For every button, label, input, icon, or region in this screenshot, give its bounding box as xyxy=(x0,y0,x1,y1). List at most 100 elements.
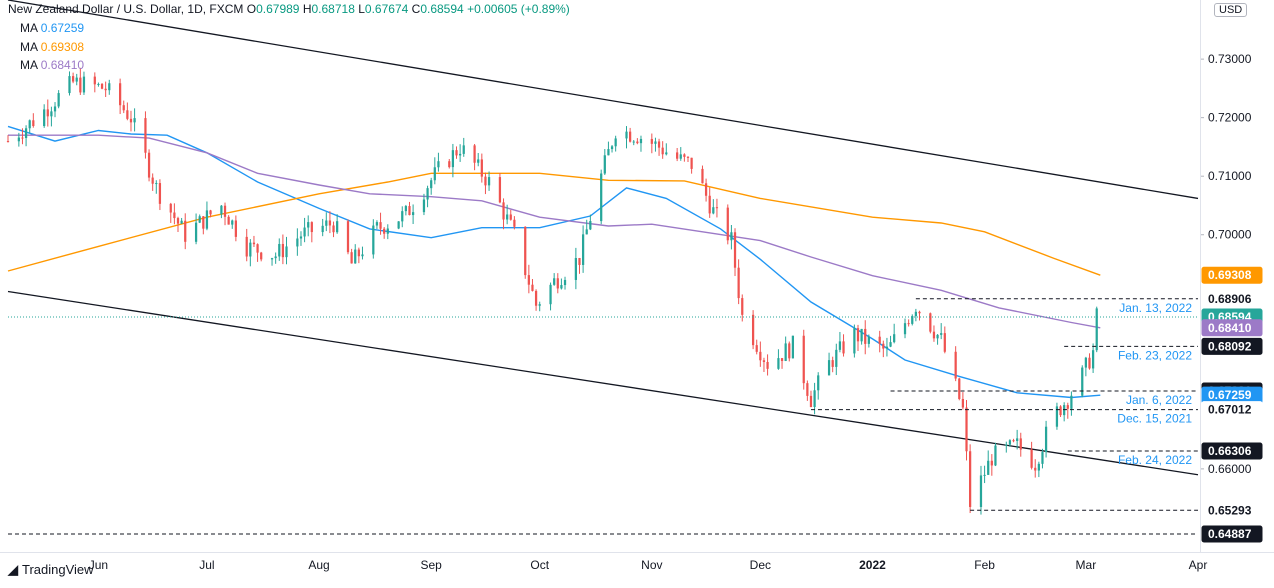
candle-body xyxy=(969,451,972,507)
candle-body xyxy=(108,83,111,91)
candle-body xyxy=(198,216,201,223)
candle-body xyxy=(853,328,856,354)
candle-body xyxy=(607,149,610,156)
candle-body xyxy=(701,168,704,184)
annotation-label: Jan. 13, 2022 xyxy=(1119,301,1192,315)
candle-body xyxy=(97,83,100,85)
x-tick-label: Aug xyxy=(308,558,329,572)
candle-body xyxy=(965,407,968,452)
open-label: O xyxy=(246,2,257,16)
x-tick-label: Mar xyxy=(1076,558,1097,572)
branding-text: TradingView xyxy=(22,562,94,577)
candle-body xyxy=(589,221,592,230)
candle-body xyxy=(502,202,505,220)
candle-body xyxy=(1016,438,1019,441)
candle-body xyxy=(704,183,708,196)
candle-body xyxy=(563,279,567,286)
price-label: 0.66306 xyxy=(1208,444,1252,458)
candle-body xyxy=(737,267,740,299)
candle-body xyxy=(75,77,78,82)
candle-body xyxy=(357,249,360,257)
currency-button[interactable]: USD xyxy=(1214,3,1248,17)
candle-body xyxy=(422,199,426,213)
candle-body xyxy=(987,460,990,475)
candle-body xyxy=(1084,357,1087,368)
candle-body xyxy=(126,110,129,119)
candle-body xyxy=(1041,452,1044,464)
candle-body xyxy=(173,212,176,219)
candle-body xyxy=(408,206,411,216)
x-tick-label: Sep xyxy=(421,558,443,572)
ma1-label: MA xyxy=(20,21,38,35)
candle-body xyxy=(307,222,310,228)
x-tick-label: Dec xyxy=(750,558,771,572)
ma-line xyxy=(8,134,1101,329)
candle-body xyxy=(43,109,46,127)
ma-line xyxy=(7,125,1101,399)
candle-body xyxy=(430,180,433,189)
candle-body xyxy=(531,284,534,291)
candle-body xyxy=(556,278,559,289)
candle-body xyxy=(979,475,983,507)
candle-body xyxy=(827,360,831,376)
candle-body xyxy=(158,183,162,204)
candle-body xyxy=(68,76,71,94)
candle-body xyxy=(426,188,429,200)
candle-body xyxy=(784,343,787,361)
ma-legend-1[interactable]: MA 0.67259 xyxy=(20,21,84,35)
low-label: L xyxy=(358,2,365,16)
candle-body xyxy=(451,150,455,168)
candle-body xyxy=(715,207,719,209)
candle-body xyxy=(303,227,306,237)
symbol-title[interactable]: New Zealand Dollar / U.S. Dollar, 1D, FX… xyxy=(8,2,244,16)
candle-body xyxy=(524,226,527,276)
candle-body xyxy=(940,333,943,335)
candle-body xyxy=(119,83,122,106)
candle-body xyxy=(838,341,842,350)
candle-body xyxy=(433,167,436,181)
tradingview-logo-icon: ◢ xyxy=(8,562,18,577)
x-tick-label: Jun xyxy=(89,558,108,572)
candle-body xyxy=(477,159,480,163)
candle-body xyxy=(404,206,407,212)
candle-body xyxy=(581,234,585,265)
candle-body xyxy=(144,118,147,153)
price-label: 0.69308 xyxy=(1208,268,1252,282)
candle-body xyxy=(455,150,458,156)
candle-body xyxy=(809,395,813,407)
candle-body xyxy=(527,275,530,285)
y-tick-label: 0.66000 xyxy=(1208,462,1252,476)
candle-body xyxy=(506,214,509,220)
candle-body xyxy=(893,334,896,343)
candle-body xyxy=(903,323,907,335)
candle-body xyxy=(383,228,386,234)
candle-body xyxy=(1030,449,1033,468)
candle-body xyxy=(133,118,136,123)
candle-body xyxy=(802,335,805,384)
close-value: 0.68594 xyxy=(420,2,464,16)
candle-body xyxy=(842,341,845,354)
price-label: 0.64887 xyxy=(1208,527,1252,541)
candle-body xyxy=(914,311,917,317)
x-tick-label: Feb xyxy=(974,558,995,572)
candle-body xyxy=(954,351,957,379)
close-label: C xyxy=(411,2,421,16)
candle-body xyxy=(661,147,664,155)
candle-body xyxy=(1055,406,1059,427)
ma-legend-3[interactable]: MA 0.68410 xyxy=(20,58,84,72)
ma-legend-2[interactable]: MA 0.69308 xyxy=(20,40,84,54)
price-label: 0.68410 xyxy=(1208,321,1252,335)
candle-body xyxy=(751,314,755,346)
price-annotations: Jan. 13, 2022 Feb. 23, 2022 Jan. 6, 2022 De… xyxy=(8,298,1198,535)
candle-body xyxy=(1095,308,1098,351)
candle-body xyxy=(180,220,183,224)
candle-body xyxy=(296,238,299,247)
candle-body xyxy=(1037,463,1040,471)
candle-body xyxy=(147,152,151,178)
candle-body xyxy=(759,351,762,361)
candle-body xyxy=(245,236,248,257)
candle-body xyxy=(169,203,172,213)
branding[interactable]: ◢ TradingView xyxy=(8,562,94,578)
price-label: 0.65293 xyxy=(1208,503,1252,517)
